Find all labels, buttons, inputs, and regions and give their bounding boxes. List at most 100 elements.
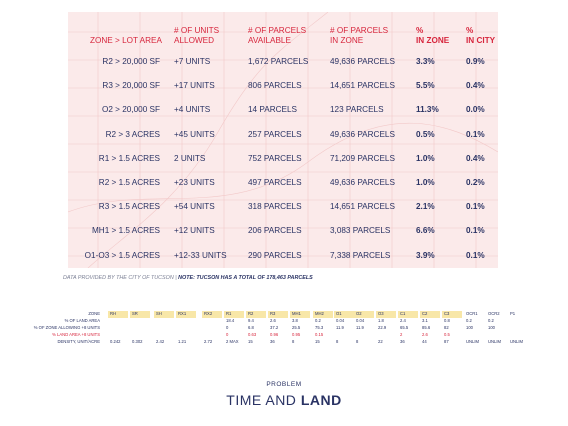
zone-column-highlight <box>442 311 462 318</box>
table-cell: 318 PARCELS <box>248 202 302 212</box>
zone-column-highlight <box>202 311 222 318</box>
table-cell: 806 PARCELS <box>248 81 302 91</box>
table-cell: 257 PARCELS <box>248 129 302 139</box>
zoning-cell: 0.302 <box>132 339 143 344</box>
zone-column-highlight <box>334 311 354 318</box>
zoning-cell: 22.9 <box>378 325 387 330</box>
parcel-total-note: NOTE: TUCSON HAS A TOTAL OF 178,463 PARC… <box>178 275 313 281</box>
column-header-3: # OF PARCELS IN ZONE <box>330 26 389 45</box>
table-cell: +54 UNITS <box>174 202 215 212</box>
street-grid-graphic <box>68 12 498 268</box>
zone-column-highlight <box>268 311 288 318</box>
table-row: O2 > 20,000 SF +4 UNITS 14 PARCELS 123 PARC… <box>68 105 498 119</box>
zoning-cell: 0.96 <box>270 332 279 337</box>
table-cell: O2 > 20,000 SF <box>101 105 160 115</box>
page-title-bold: LAND <box>300 392 342 408</box>
table-cell: 1,672 PARCELS <box>248 57 309 66</box>
zoning-cell: 0.242 <box>110 339 121 344</box>
zoning-cell: 2.4 <box>400 318 406 323</box>
table-cell: R3 > 20,000 SF <box>102 81 160 91</box>
zoning-cell: 36 <box>270 339 275 344</box>
table-row: R3 > 1.5 ACRES +54 UNITS 318 PARCELS 14,651… <box>68 202 498 216</box>
zoning-cell: 6.8 <box>248 325 254 330</box>
column-header-4: % IN ZONE <box>416 26 450 45</box>
column-header-2: # OF PARCELS AVAILABLE <box>248 26 307 45</box>
zoning-column-label: O3 <box>378 311 384 316</box>
zoning-column-label: P1 <box>510 311 516 316</box>
zone-column-highlight <box>130 311 150 318</box>
table-cell: 49,636 PARCELS <box>330 178 395 187</box>
table-cell: 0.9% <box>466 57 485 66</box>
zoning-column-label: RX1 <box>178 311 187 316</box>
table-cell: 3.9% <box>416 250 435 260</box>
table-cell: +45 UNITS <box>174 129 215 139</box>
zone-column-highlight <box>376 311 396 318</box>
zoning-column-label: C3 <box>444 311 450 316</box>
zone-column-highlight <box>176 311 196 318</box>
table-cell: +23 UNITS <box>174 178 215 187</box>
zoning-cell: 15 <box>315 339 320 344</box>
zoning-cell: 0.15 <box>315 332 324 337</box>
zoning-cell: 0.04 <box>356 318 365 323</box>
zoning-column-label: SH <box>156 311 162 316</box>
table-cell: 0.0% <box>466 105 485 115</box>
table-cell: 206 PARCELS <box>248 226 302 236</box>
zoning-cell: 85.6 <box>422 325 431 330</box>
table-cell: 3,083 PARCELS <box>330 226 391 236</box>
zoning-column-label: R2 <box>248 311 254 316</box>
zoning-column-label: OCR1 <box>466 311 478 316</box>
zoning-column-label: MH1 <box>292 311 301 316</box>
table-row: MH1 > 1.5 ACRES +12 UNITS 206 PARCELS 3,083… <box>68 226 498 240</box>
zoning-cell: 0.8 <box>444 318 450 323</box>
zoning-column-label: RX2 <box>204 311 213 316</box>
table-cell: 290 PARCELS <box>248 250 302 260</box>
zoning-cell: 0 <box>226 325 229 330</box>
zoning-cell: 2.6 <box>422 332 428 337</box>
table-cell: R2 > 1.5 ACRES <box>98 178 160 187</box>
zoning-cell: 100 <box>488 325 495 330</box>
table-cell: 2 UNITS <box>174 153 206 163</box>
zoning-cell: 82 <box>444 325 449 330</box>
zoning-cell: 1.8 <box>378 318 384 323</box>
table-row: R2 > 3 ACRES +45 UNITS 257 PARCELS 49,636 P… <box>68 130 498 144</box>
zoning-column-label: R1 <box>226 311 232 316</box>
zoning-cell: 2.42 <box>156 339 165 344</box>
zoning-column-label: OCR2 <box>488 311 500 316</box>
table-cell: 0.4% <box>466 153 485 163</box>
zoning-cell: 8 <box>336 339 339 344</box>
zoning-cell: 65.5 <box>400 325 409 330</box>
zoning-cell: 0.2 <box>466 318 472 323</box>
zoning-cell: 37.2 <box>270 325 279 330</box>
table-cell: 0.2% <box>466 178 485 187</box>
table-cell: 1.0% <box>416 178 435 187</box>
zoning-cell: 18.4 <box>226 318 235 323</box>
zoning-column-label: ZONE <box>88 311 100 316</box>
table-cell: 49,636 PARCELS <box>330 57 395 66</box>
table-cell: 5.5% <box>416 81 435 91</box>
zoning-cell: UNLIM <box>488 339 502 344</box>
zoning-row-label: % OF ZONE ALLOWING +8 UNITS <box>33 325 100 330</box>
zone-column-highlight <box>154 311 174 318</box>
zoning-cell: UNLIM <box>510 339 524 344</box>
zoning-column-label: R3 <box>270 311 276 316</box>
table-row: R1 > 1.5 ACRES 2 UNITS 752 PARCELS 71,209 P… <box>68 154 498 168</box>
column-header-0: ZONE > LOT AREA <box>90 36 162 45</box>
column-header-5: % IN CITY <box>466 26 496 45</box>
table-cell: 11.3% <box>416 105 439 115</box>
table-cell: 0.1% <box>466 250 485 260</box>
table-cell: 14,651 PARCELS <box>330 202 395 212</box>
parcel-map-background <box>68 12 498 268</box>
zoning-cell: 0.5 <box>444 332 450 337</box>
zoning-cell: 8 <box>356 339 359 344</box>
table-cell: 497 PARCELS <box>248 178 302 187</box>
section-kicker: PROBLEM <box>266 381 302 388</box>
zoning-row-label: DENSITY, UNIT/ACRE <box>57 339 100 344</box>
zoning-cell: 36 <box>400 339 405 344</box>
zone-column-highlight <box>246 311 266 318</box>
zone-column-highlight <box>108 311 128 318</box>
page-title-plain: TIME AND <box>226 392 301 408</box>
table-cell: +12-33 UNITS <box>174 250 227 260</box>
table-cell: 3.3% <box>416 57 435 66</box>
table-row: R3 > 20,000 SF +17 UNITS 806 PARCELS 14,651… <box>68 81 498 95</box>
zoning-cell: 1.21 <box>178 339 187 344</box>
